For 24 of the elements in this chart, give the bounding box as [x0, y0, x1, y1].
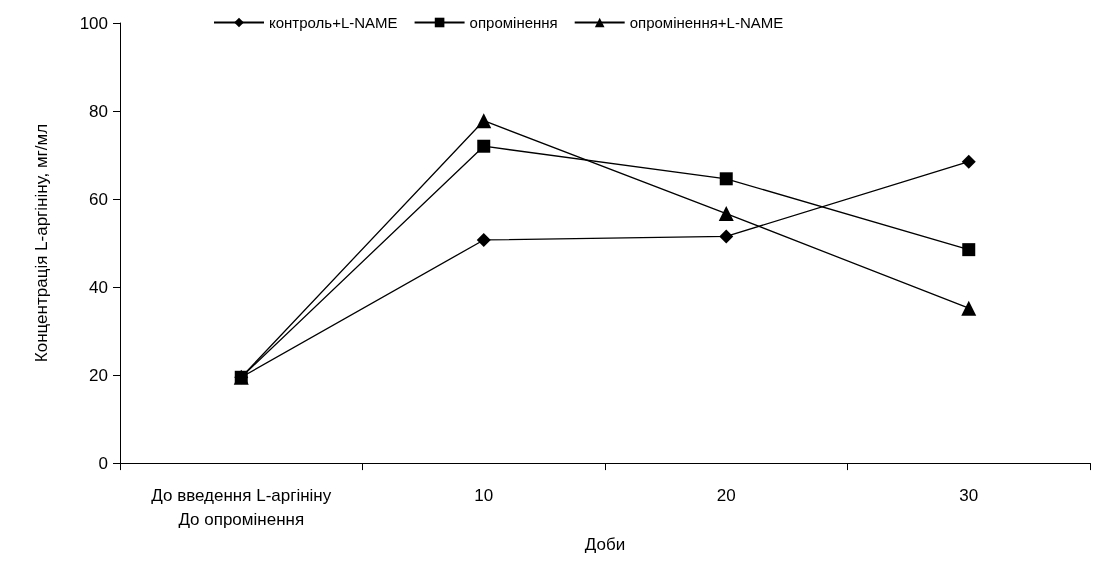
- point: [719, 172, 733, 186]
- legend-label: опромінення: [469, 14, 558, 31]
- point: [476, 232, 491, 247]
- y-tick-label: 0: [98, 453, 108, 473]
- legend-label: контроль+L-NAME: [269, 14, 398, 31]
- x-tick-label: До введення L-аргініну До опромінення: [151, 485, 332, 529]
- x-tick-label: 10: [474, 485, 494, 505]
- legend-label: опромінення+L-NAME: [629, 14, 784, 31]
- point: [477, 139, 491, 153]
- y-tick-label: 20: [89, 365, 108, 385]
- point: [719, 229, 734, 244]
- point: [961, 154, 976, 169]
- point: [962, 243, 976, 257]
- y-axis-title: Концентрація L-аргініну, мг/мл: [32, 123, 51, 363]
- y-tick-label: 80: [89, 101, 108, 121]
- x-axis-title: Доби: [584, 535, 626, 554]
- point: [476, 113, 492, 129]
- point: [961, 300, 977, 316]
- y-tick-label: 40: [89, 277, 108, 297]
- x-tick-label: 30: [959, 485, 979, 505]
- x-tick-label: 20: [716, 485, 736, 505]
- y-tick-label: 100: [79, 13, 108, 33]
- point: [718, 206, 734, 222]
- y-tick-label: 60: [89, 189, 108, 209]
